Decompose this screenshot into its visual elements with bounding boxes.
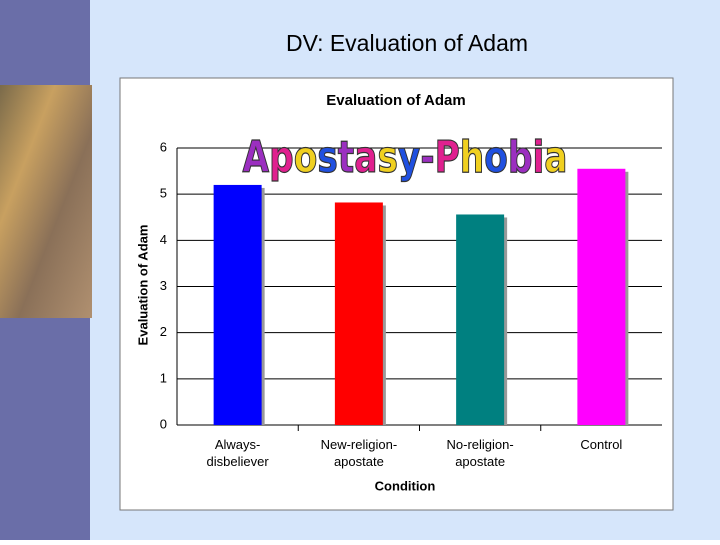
x-tick-label: No-religion-apostate <box>447 437 514 469</box>
chart-title: Evaluation of Adam <box>326 92 465 109</box>
annotation: Apostasy-Phobia <box>243 132 568 183</box>
bar <box>456 214 505 425</box>
y-tick-label: 0 <box>160 416 167 431</box>
y-tick-label: 4 <box>160 232 167 247</box>
bar <box>334 202 383 425</box>
bar <box>577 168 626 425</box>
x-tick-label: New-religion-apostate <box>321 437 398 469</box>
y-tick-label: 6 <box>160 139 167 154</box>
sidebar-photo <box>0 85 92 318</box>
y-tick-label: 5 <box>160 186 167 201</box>
x-tick-label: Always-disbeliever <box>207 437 270 469</box>
y-tick-label: 1 <box>160 370 167 385</box>
x-tick-label: Control <box>580 437 622 452</box>
bar <box>213 184 262 425</box>
y-tick-label: 3 <box>160 278 167 293</box>
x-axis-label: Condition <box>375 478 436 493</box>
y-axis-label: Evaluation of Adam <box>135 225 150 346</box>
slide-title: DV: Evaluation of Adam <box>286 30 528 56</box>
y-tick-label: 2 <box>160 324 167 339</box>
